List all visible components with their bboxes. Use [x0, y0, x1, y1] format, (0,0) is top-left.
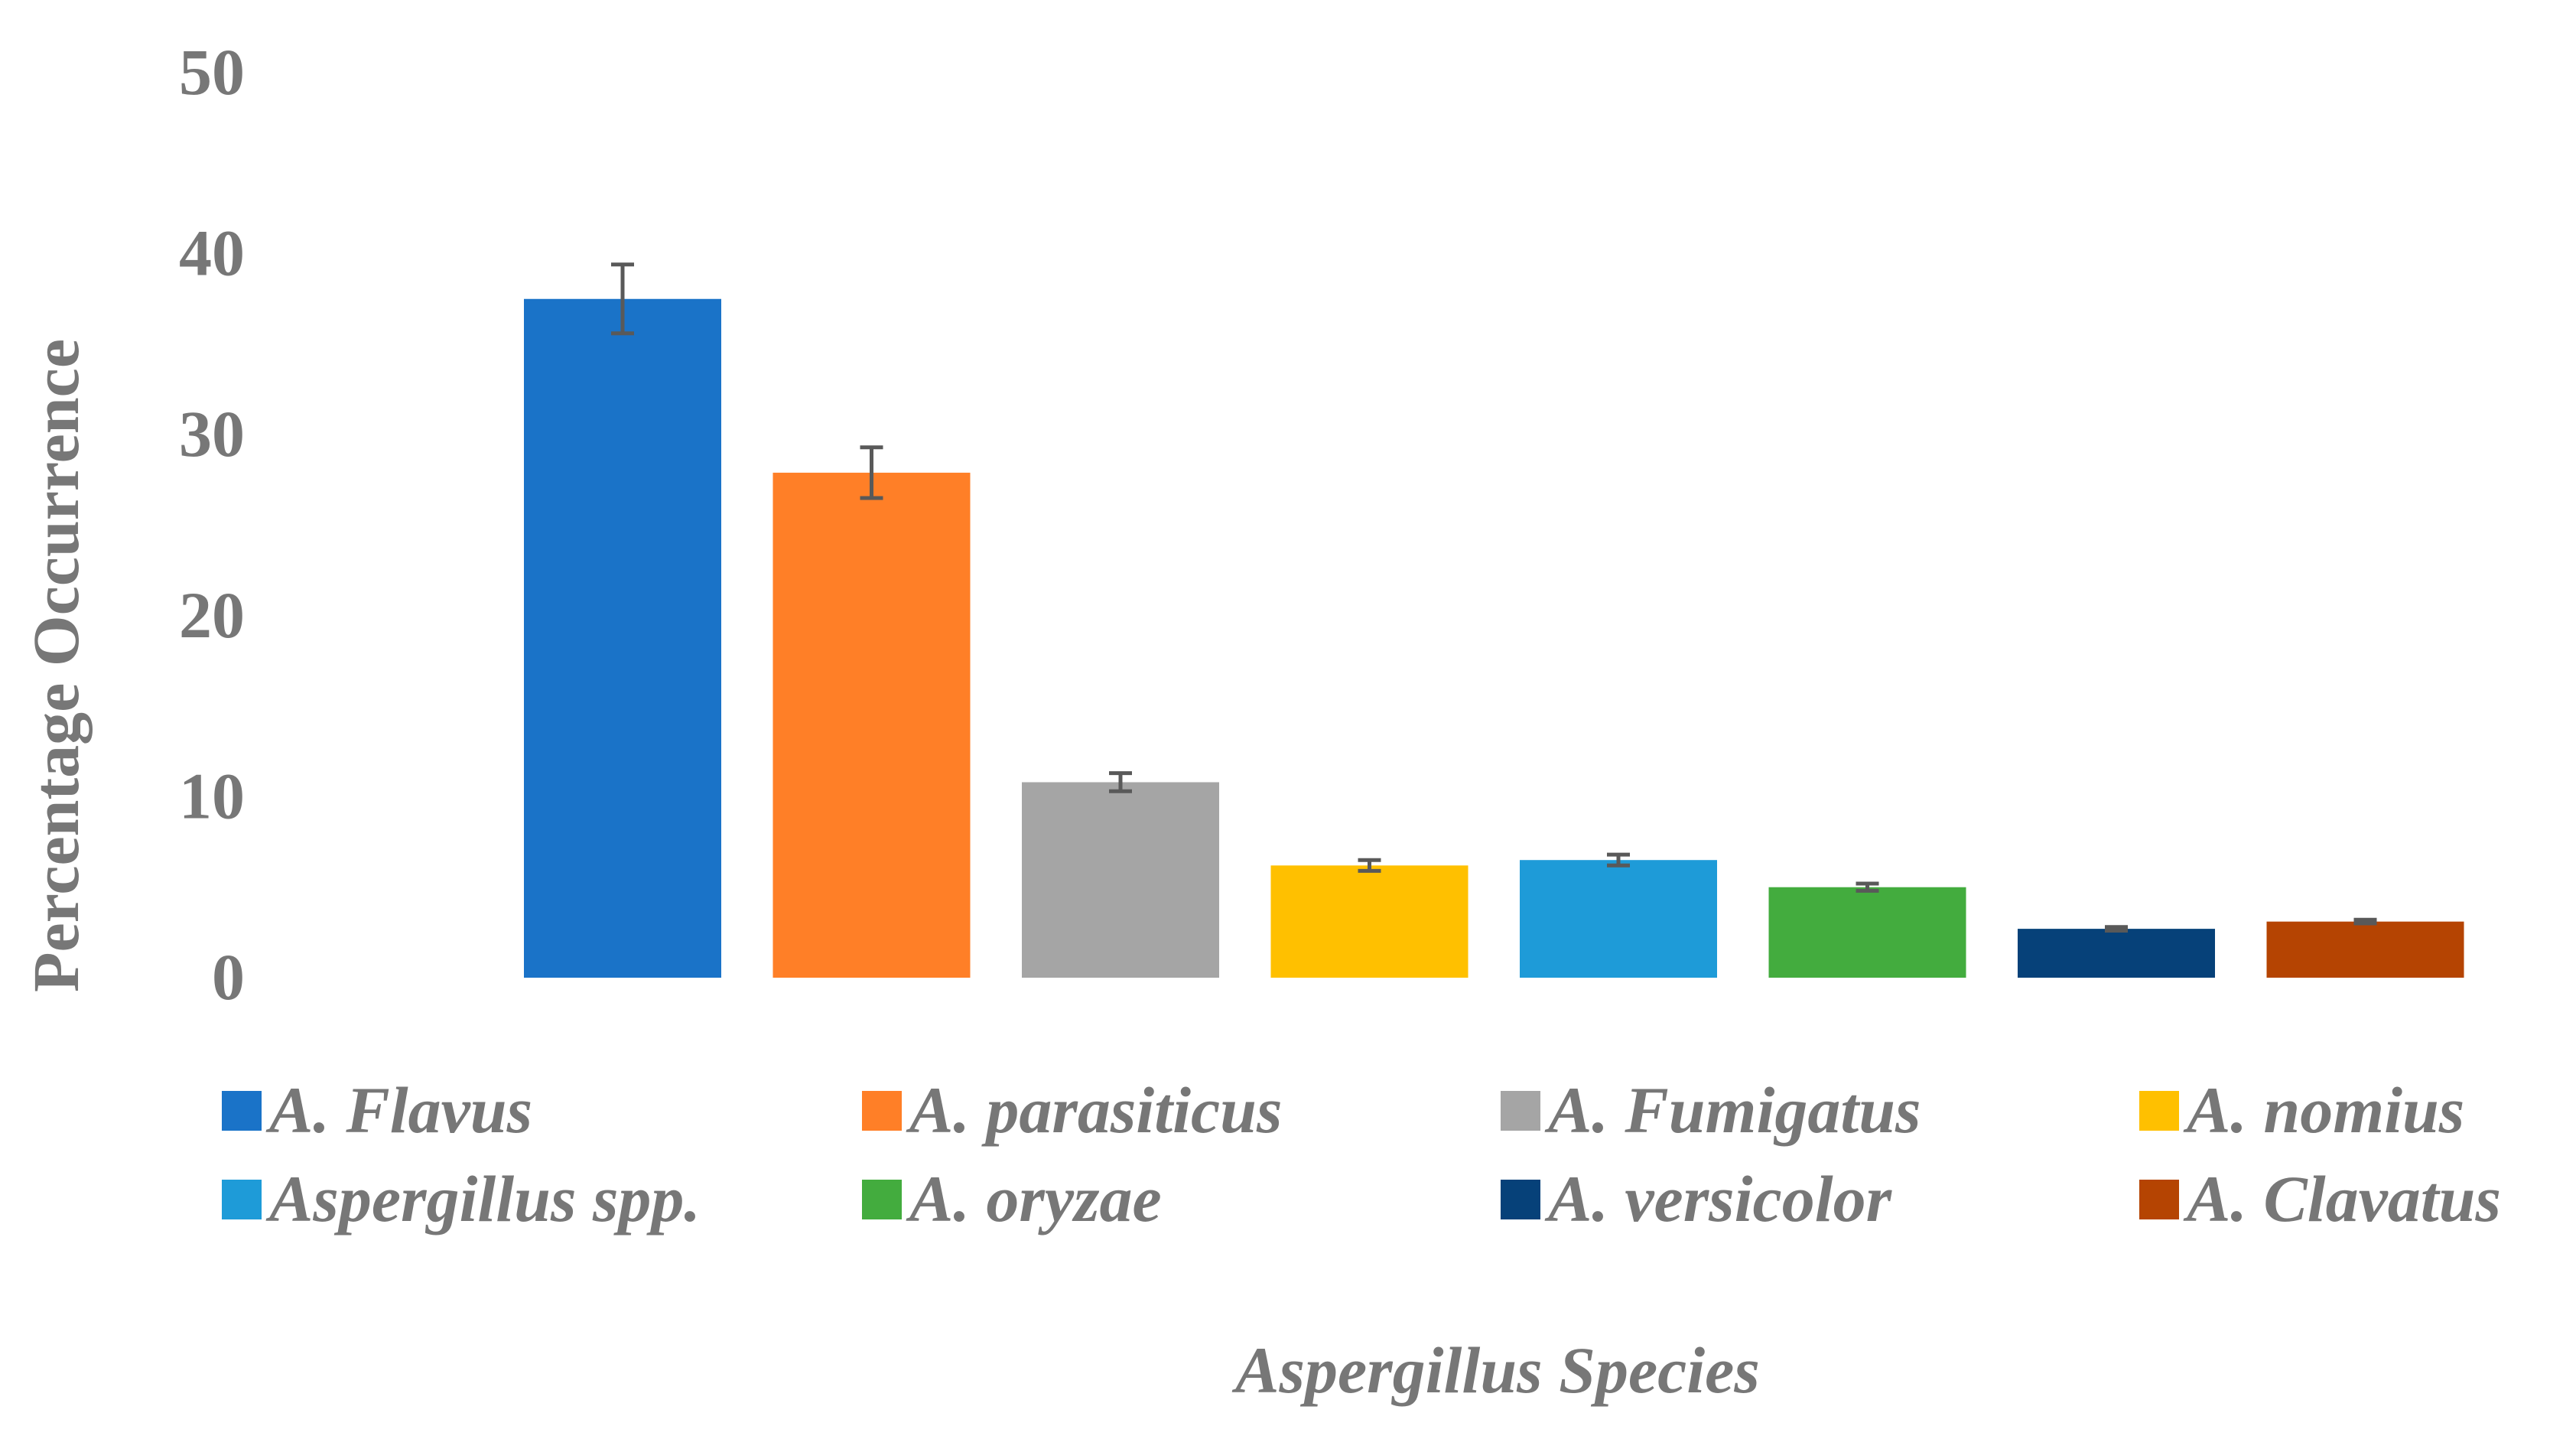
error-bars [611, 262, 2377, 933]
y-tick-label: 10 [179, 759, 245, 832]
y-tick-label: 20 [179, 578, 245, 652]
legend-item: A. Flavus [222, 1073, 532, 1147]
legend-swatch [862, 1091, 902, 1131]
error-bar [1109, 771, 1132, 793]
legend-label: A. oryzae [906, 1162, 1162, 1236]
legend-swatch [222, 1091, 262, 1131]
error-bar [1607, 852, 1630, 868]
error-bar [1856, 881, 1879, 893]
bars [524, 298, 2464, 978]
legend-label: A. parasiticus [906, 1073, 1282, 1147]
legend-swatch [2139, 1180, 2179, 1219]
error-bar [2353, 917, 2377, 926]
bar [772, 472, 971, 978]
error-bar [860, 445, 883, 500]
error-bar [2105, 925, 2128, 933]
legend-swatch [1501, 1091, 1540, 1131]
legend-label: A. Fumigatus [1544, 1073, 1921, 1147]
legend-item: A. Clavatus [2139, 1162, 2501, 1236]
x-axis-label: Aspergillus Species [1231, 1333, 1760, 1407]
y-axis-label: Percentage Occurrence [19, 339, 93, 992]
legend-swatch [2139, 1091, 2179, 1131]
bar [524, 298, 721, 978]
legend-item: A. versicolor [1501, 1162, 1893, 1236]
legend-label: A. versicolor [1544, 1162, 1893, 1236]
legend-swatch [1501, 1180, 1540, 1219]
legend-item: A. nomius [2139, 1073, 2464, 1147]
y-tick-label: 30 [179, 397, 245, 470]
legend-swatch [222, 1180, 262, 1219]
legend-swatch [862, 1180, 902, 1219]
y-tick-label: 40 [179, 217, 245, 290]
legend-item: A. oryzae [862, 1162, 1162, 1236]
error-bar [1358, 858, 1381, 873]
legend-item: Aspergillus spp. [222, 1162, 701, 1236]
bar [1520, 860, 1717, 978]
legend: A. Flavus A. parasiticus A. Fumigatus A. no… [222, 1073, 2501, 1236]
bar [1768, 887, 1966, 978]
legend-label: A. Flavus [265, 1073, 532, 1147]
error-bar [611, 262, 634, 336]
legend-item: A. parasiticus [862, 1073, 1282, 1147]
bar [1022, 782, 1219, 978]
y-tick-label: 0 [212, 940, 245, 1014]
bar [1270, 865, 1469, 978]
legend-label: Aspergillus spp. [265, 1162, 701, 1236]
bar [2018, 929, 2215, 978]
legend-label: A. nomius [2183, 1073, 2464, 1147]
y-axis-ticks: 0 10 20 30 40 50 [179, 35, 245, 1014]
legend-item: A. Fumigatus [1501, 1073, 1921, 1147]
legend-label: A. Clavatus [2183, 1162, 2501, 1236]
bar [2266, 921, 2464, 978]
y-tick-label: 50 [179, 35, 245, 109]
